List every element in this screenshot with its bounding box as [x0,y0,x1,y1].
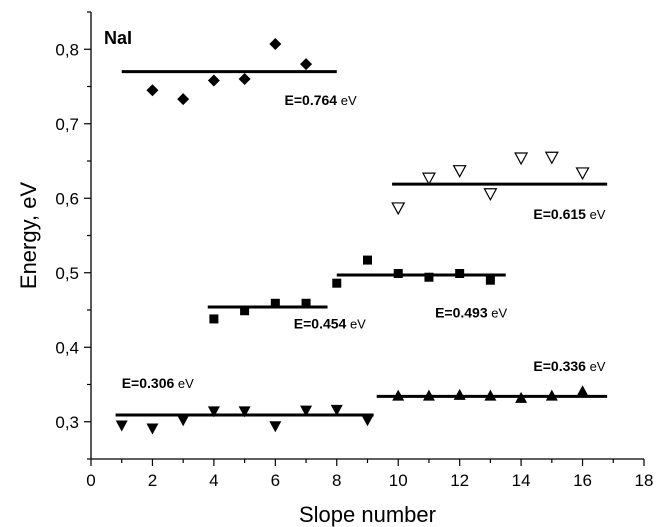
diamond-marker [300,58,313,71]
energy-value: E=0.454 [294,316,347,332]
y-tick-label: 0,6 [55,189,79,208]
open-triangle-down-marker [452,165,467,178]
x-tick-label: 6 [271,471,280,490]
square-marker [270,298,280,308]
triangle-up-marker [545,389,558,401]
x-tick-label: 12 [450,471,469,490]
open-triangle-down-marker [575,167,590,181]
open-triangle-down-marker [483,188,498,202]
triangle-down-marker [361,415,374,427]
triangle-up-marker [515,391,528,403]
energy-value: E=0.615 [533,206,586,222]
energy-label: E=0.493 eV [435,304,507,320]
diamond-marker [177,93,190,106]
square-marker [424,272,434,282]
energy-unit: eV [586,359,606,374]
x-tick-label: 2 [148,471,157,490]
triangle-up-marker [576,385,589,397]
diamond-marker [238,73,251,86]
square-marker [240,306,250,316]
energy-value: E=0.306 [122,375,175,391]
triangle-up-marker [422,389,435,401]
y-tick-label: 0,7 [55,115,79,134]
square-marker [485,275,495,285]
square-marker [393,268,403,278]
energy-label: E=0.764 eV [285,92,357,108]
energy-value: E=0.764 [285,92,338,108]
y-tick-label: 0,8 [55,40,79,59]
triangle-down-marker [115,420,128,432]
triangle-up-marker [392,389,405,401]
y-tick-label: 0,4 [55,338,79,357]
energy-unit: eV [174,376,194,391]
x-tick-label: 0 [86,471,95,490]
triangle-down-marker [330,404,343,416]
y-tick-label: 0,3 [55,413,79,432]
energy-label: E=0.336 eV [533,358,605,374]
plot-axes: 0 2 4 6 8 10 12 14 16 18 0,3 0,4 0,5 0,6 0,7 0,8 [55,11,654,490]
energy-unit: eV [488,305,508,320]
triangle-down-marker [146,423,159,435]
triangle-down-marker [300,405,313,417]
square-marker [363,255,372,265]
energy-value: E=0.493 [435,304,488,320]
chart-title: NaI [104,28,132,48]
open-triangle-down-marker [544,151,559,165]
energy-annotations: E=0.764 eVE=0.615 eVE=0.454 eVE=0.493 eV… [122,92,606,391]
x-tick-label: 10 [389,471,408,490]
x-tick-label: 14 [512,471,531,490]
square-marker [332,278,342,288]
diamond-marker [269,38,282,51]
energy-unit: eV [346,317,366,332]
open-triangle-down-marker [421,172,436,186]
x-tick-label: 4 [209,471,218,490]
triangle-down-marker [207,406,220,418]
triangle-down-marker [238,406,251,418]
square-marker [455,268,465,278]
x-tick-label: 8 [332,471,341,490]
energy-unit: eV [586,207,606,222]
x-tick-label: 16 [573,471,592,490]
x-axis-title: Slope number [299,502,436,527]
square-marker [301,298,311,308]
x-tick-label: 18 [635,471,654,490]
energy-label: E=0.306 eV [122,375,194,391]
energy-label: E=0.615 eV [533,206,605,222]
open-triangle-down-marker [391,202,406,216]
triangle-down-marker [177,415,190,427]
diamond-marker [207,74,220,87]
energy-unit: eV [337,93,357,108]
data-points [115,38,590,435]
energy-value: E=0.336 [533,358,586,374]
open-triangle-down-marker [514,152,529,166]
square-marker [209,314,219,324]
triangle-up-marker [484,389,497,401]
diamond-marker [146,84,159,97]
triangle-up-marker [453,388,466,400]
triangle-down-marker [269,421,282,433]
y-axis-title: Energy, eV [16,182,41,290]
y-tick-label: 0,5 [55,264,79,283]
energy-label: E=0.454 eV [294,316,366,332]
